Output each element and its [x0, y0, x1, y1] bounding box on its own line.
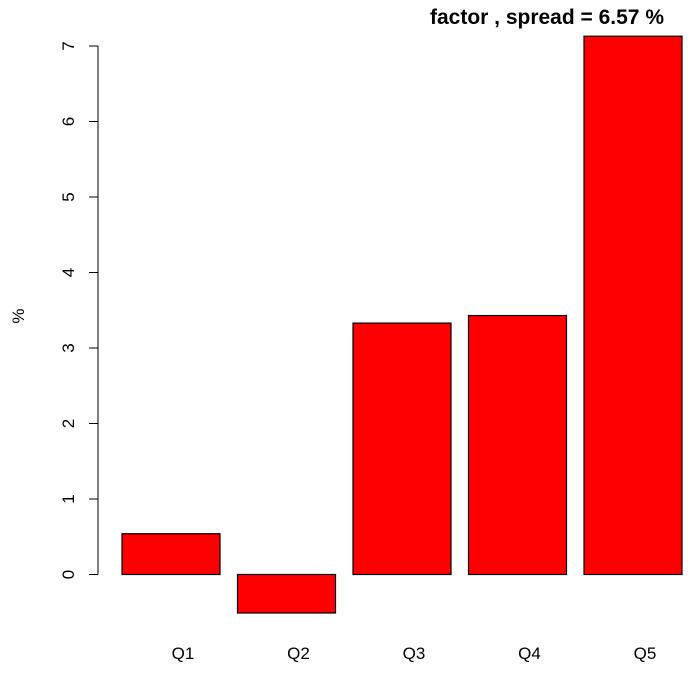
- y-axis-label: %: [9, 308, 28, 323]
- bar-q4: [467, 314, 568, 576]
- y-tick-label: 7: [59, 41, 78, 50]
- y-tick-label: 0: [59, 570, 78, 579]
- bar-q2: [236, 573, 337, 614]
- bars-group: [121, 35, 683, 614]
- bar-q1: [121, 533, 221, 576]
- category-label-q1: Q1: [172, 644, 195, 663]
- y-tick-label: 5: [59, 192, 78, 201]
- category-label-q5: Q5: [634, 644, 657, 663]
- y-tick-label: 1: [59, 494, 78, 503]
- category-label-q4: Q4: [518, 644, 541, 663]
- category-label-q2: Q2: [287, 644, 310, 663]
- y-tick-label: 4: [59, 268, 78, 277]
- y-tick-label: 3: [59, 343, 78, 352]
- category-label-q3: Q3: [403, 644, 426, 663]
- y-tick-label: 6: [59, 117, 78, 126]
- bar-q3: [352, 322, 452, 576]
- y-axis: 0 1 2 3 4 5 6 7: [59, 41, 99, 579]
- category-labels: Q1 Q2 Q3 Q4 Q5: [172, 644, 657, 663]
- bar-q5: [583, 35, 683, 576]
- y-tick-label: 2: [59, 419, 78, 428]
- chart-title: factor , spread = 6.57 %: [430, 6, 664, 29]
